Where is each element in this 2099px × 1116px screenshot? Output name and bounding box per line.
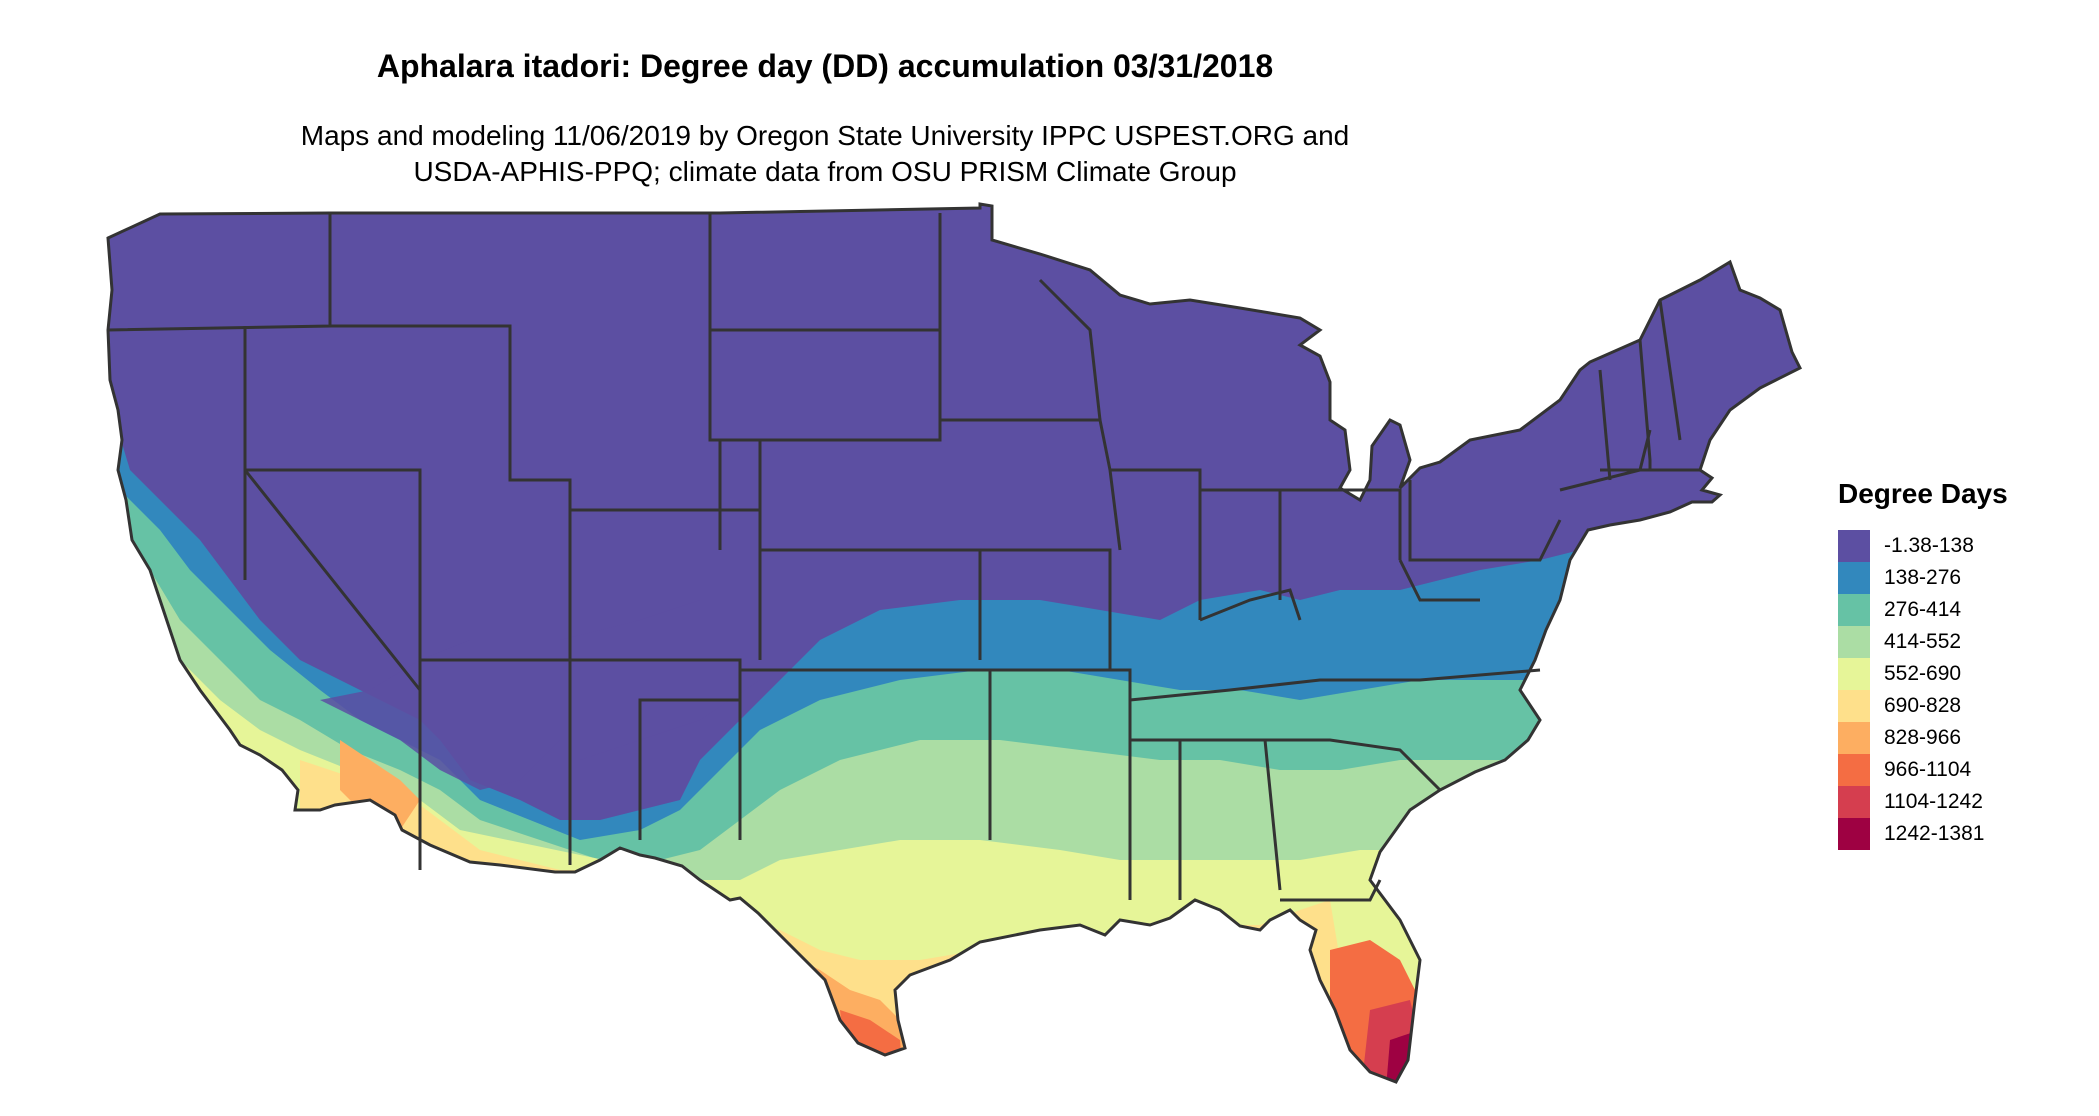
legend-swatch xyxy=(1838,754,1870,786)
legend-swatch xyxy=(1838,786,1870,818)
legend-item: 414-552 xyxy=(1838,626,2008,658)
legend-label: 414-552 xyxy=(1884,630,1962,653)
legend-swatch xyxy=(1838,818,1870,850)
legend-item: 1242-1381 xyxy=(1838,818,2008,850)
legend-item: 1104-1242 xyxy=(1838,786,2008,818)
legend-label: 1242-1381 xyxy=(1884,822,1985,845)
rocky-mountain-cold-patch xyxy=(560,600,760,760)
state-boundaries xyxy=(106,202,1802,1084)
legend-item: 276-414 xyxy=(1838,594,2008,626)
legend-swatch xyxy=(1838,626,1870,658)
legend-item: 966-1104 xyxy=(1838,754,2008,786)
legend-swatch xyxy=(1838,722,1870,754)
legend-swatch xyxy=(1838,658,1870,690)
legend-title: Degree Days xyxy=(1838,478,2008,509)
map-title: Aphalara itadori: Degree day (DD) accumu… xyxy=(376,48,1274,84)
legend-label: -1.38-138 xyxy=(1884,534,1974,557)
legend-label: 276-414 xyxy=(1884,598,1962,621)
subtitle-line-1: Maps and modeling 11/06/2019 by Oregon S… xyxy=(300,120,1350,151)
legend-label: 138-276 xyxy=(1884,566,1962,589)
legend-label: 690-828 xyxy=(1884,694,1962,717)
legend-swatch xyxy=(1838,530,1870,562)
legend-swatch xyxy=(1838,594,1870,626)
legend-item: -1.38-138 xyxy=(1838,530,2008,562)
legend-item: 828-966 xyxy=(1838,722,2008,754)
legend-item: 138-276 xyxy=(1838,562,2008,594)
mountain-cold-patch xyxy=(320,640,560,790)
legend-swatch xyxy=(1838,690,1870,722)
legend-label: 966-1104 xyxy=(1884,758,1972,781)
legend-label: 1104-1242 xyxy=(1884,790,1983,813)
legend-label: 552-690 xyxy=(1884,662,1962,685)
legend-item: 690-828 xyxy=(1838,690,2008,722)
legend: Degree Days -1.38-138 138-276 276-414 41… xyxy=(1838,478,2008,850)
legend-item: 552-690 xyxy=(1838,658,2008,690)
legend-label: 828-966 xyxy=(1884,726,1962,749)
legend-swatch xyxy=(1838,562,1870,594)
zone-1242-1381 xyxy=(1385,1030,1430,1082)
map-subtitle: Maps and modeling 11/06/2019 by Oregon S… xyxy=(0,118,1650,190)
subtitle-line-2: USDA-APHIS-PPQ; climate data from OSU PR… xyxy=(413,156,1237,187)
